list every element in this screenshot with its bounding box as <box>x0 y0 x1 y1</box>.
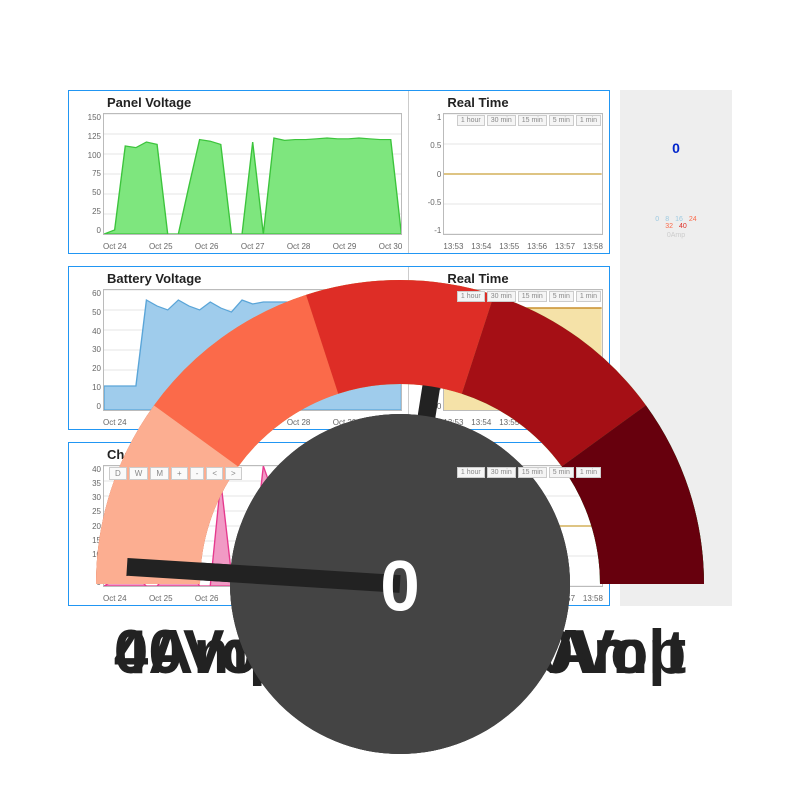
chart-control-button[interactable]: > <box>225 467 242 480</box>
time-range-button[interactable]: 1 min <box>576 467 601 478</box>
time-range-button[interactable]: 15 min <box>518 291 547 302</box>
time-range-button[interactable]: 30 min <box>487 291 516 302</box>
chart-control-button[interactable]: D <box>109 467 127 480</box>
time-range-button[interactable]: 1 min <box>576 291 601 302</box>
chart-control-button[interactable]: + <box>171 467 188 480</box>
chart-control-button[interactable]: - <box>190 467 205 480</box>
time-range-button[interactable]: 1 hour <box>457 291 485 302</box>
time-range-button[interactable]: 1 min <box>576 115 601 126</box>
time-range-button[interactable]: 1 hour <box>457 115 485 126</box>
chart-control-button[interactable]: W <box>129 467 149 480</box>
time-range-button[interactable]: 5 min <box>549 467 574 478</box>
time-range-button[interactable]: 15 min <box>518 467 547 478</box>
time-range-button[interactable]: 15 min <box>518 115 547 126</box>
svg-text:0: 0 <box>380 548 420 627</box>
chart-control-button[interactable]: < <box>206 467 223 480</box>
chart-control-button[interactable]: M <box>150 467 169 480</box>
time-range-buttons: 1 hour30 min15 min5 min1 min <box>457 467 601 478</box>
time-range-buttons: 1 hour30 min15 min5 min1 min <box>457 291 601 302</box>
time-range-button[interactable]: 5 min <box>549 115 574 126</box>
gauges-column: 0Amp0Amp10Amp051.0Volt40Volt60Volt008162… <box>620 90 732 606</box>
time-range-button[interactable]: 30 min <box>487 115 516 126</box>
time-range-button[interactable]: 1 hour <box>457 467 485 478</box>
time-range-button[interactable]: 30 min <box>487 467 516 478</box>
time-range-buttons: 1 hour30 min15 min5 min1 min <box>457 115 601 126</box>
chart-controls: DWM+-<> <box>109 467 242 480</box>
time-range-button[interactable]: 5 min <box>549 291 574 302</box>
